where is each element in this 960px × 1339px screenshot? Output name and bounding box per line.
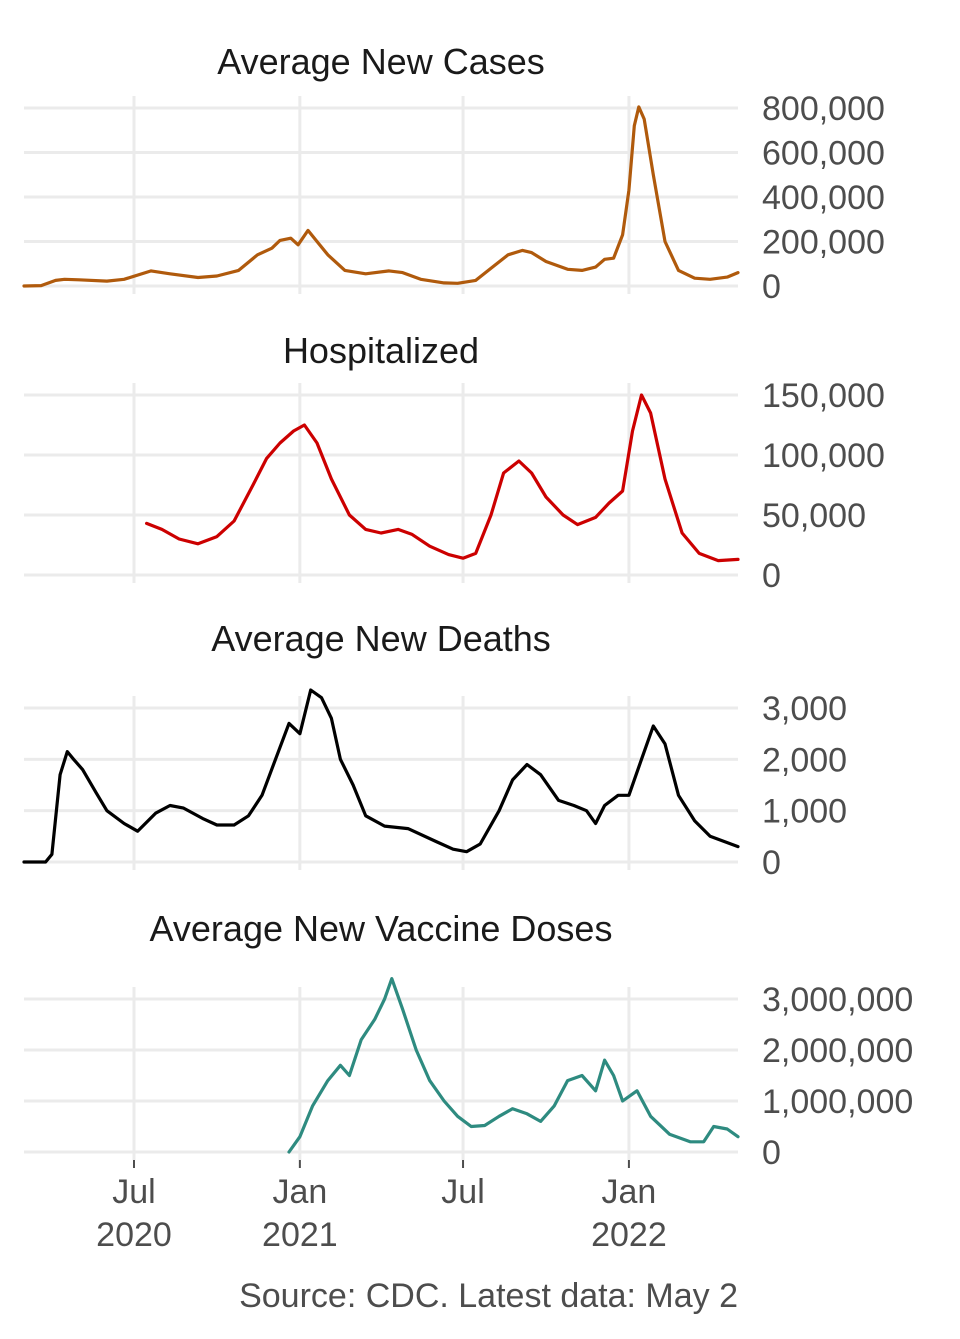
deaths-series-line	[22, 688, 740, 864]
deaths-ytick-label-3: 3,000	[762, 690, 847, 728]
hospitalized-series-line	[145, 393, 740, 563]
hospitalized-ytick-label-3: 150,000	[762, 377, 885, 415]
hospitalized-panel-title: Hospitalized	[283, 330, 479, 371]
x-tick-label-1: Jan	[272, 1173, 327, 1211]
hospitalized-ytick-label-0: 0	[762, 557, 781, 595]
hospitalized-ytick-label-2: 100,000	[762, 437, 885, 475]
vaccines-panel-title: Average New Vaccine Doses	[150, 908, 613, 949]
cases-series-line	[22, 105, 740, 288]
vaccines-ytick-label-3: 3,000,000	[762, 981, 913, 1019]
source-caption: Source: CDC. Latest data: May 2	[239, 1277, 738, 1315]
vaccines-ytick-label-2: 2,000,000	[762, 1032, 913, 1070]
cases-ytick-label-0: 0	[762, 268, 781, 306]
x-tick-year-0: 2020	[96, 1216, 172, 1254]
x-tick-label-3: Jan	[602, 1173, 657, 1211]
x-tick-year-1: 2021	[262, 1216, 338, 1254]
hospitalized-ytick-label-1: 50,000	[762, 497, 866, 535]
vaccines-ytick-label-0: 0	[762, 1134, 781, 1172]
deaths-panel-title: Average New Deaths	[211, 618, 551, 659]
deaths-ytick-label-0: 0	[762, 844, 781, 882]
vaccines-ytick-label-1: 1,000,000	[762, 1083, 913, 1121]
deaths-ytick-label-2: 2,000	[762, 741, 847, 779]
cases-ytick-label-4: 800,000	[762, 90, 885, 128]
x-tick-label-2: Jul	[441, 1173, 484, 1211]
deaths-ytick-label-1: 1,000	[762, 793, 847, 831]
cases-ytick-label-2: 400,000	[762, 179, 885, 217]
cases-ytick-label-3: 600,000	[762, 135, 885, 173]
cases-panel-title: Average New Cases	[217, 41, 545, 82]
cases-ytick-label-1: 200,000	[762, 224, 885, 262]
x-tick-label-0: Jul	[112, 1173, 155, 1211]
x-tick-year-3: 2022	[591, 1216, 667, 1254]
vaccines-series-line	[287, 977, 740, 1154]
